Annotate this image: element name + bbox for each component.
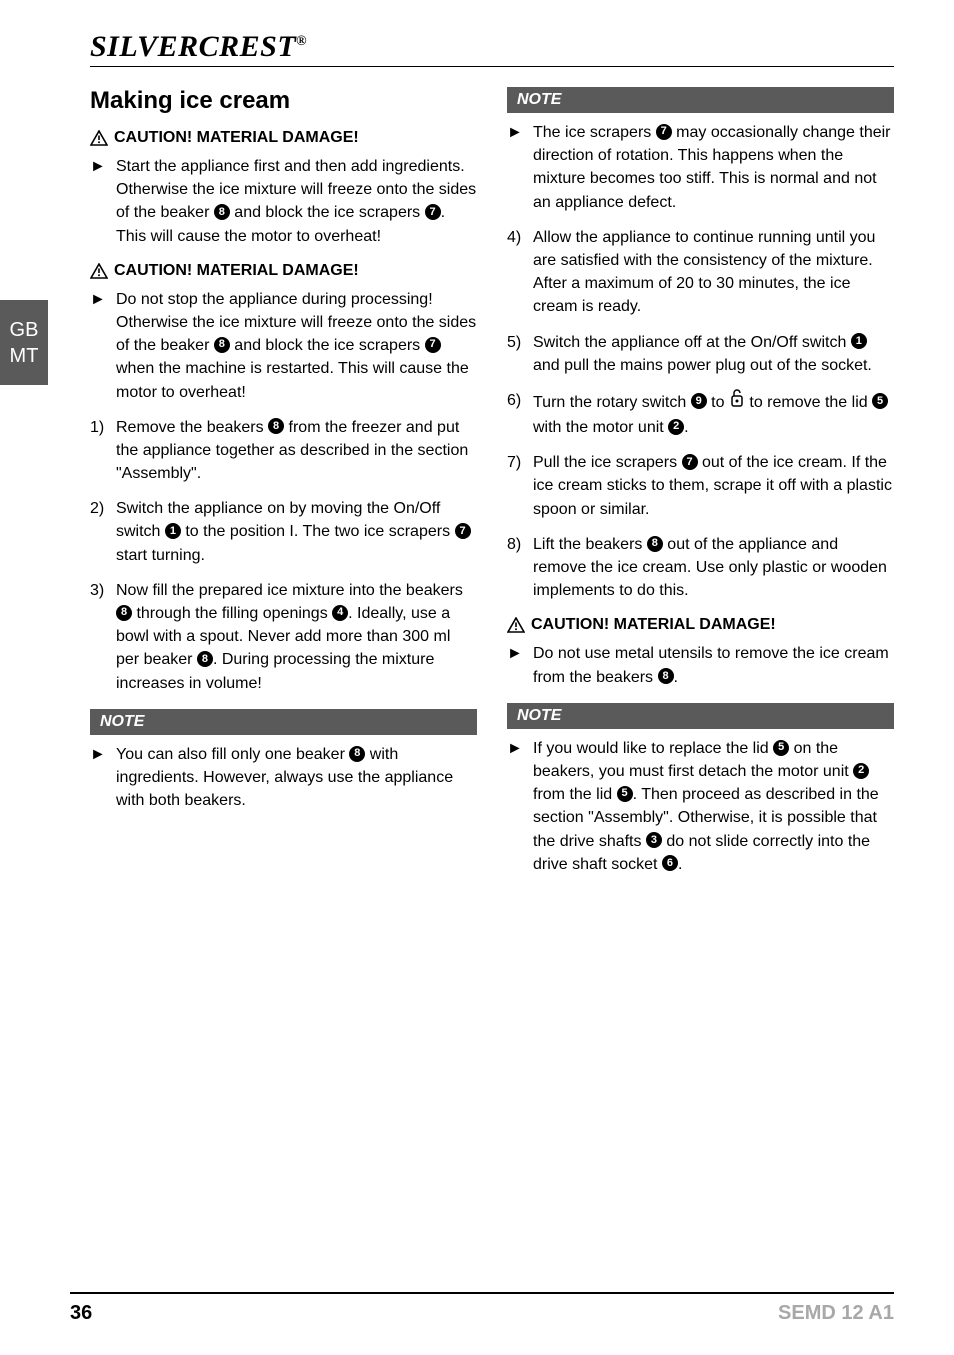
step-4-text: Allow the appliance to continue running … bbox=[533, 226, 894, 319]
step-6-text: Turn the rotary switch 9 to to remove th… bbox=[533, 389, 894, 439]
ref-8-icon: 8 bbox=[349, 746, 365, 762]
step-num: 1) bbox=[90, 416, 116, 486]
caution-text-1: CAUTION! MATERIAL DAMAGE! bbox=[114, 129, 359, 147]
footer-rule bbox=[70, 1292, 894, 1294]
caution1-text: Start the appliance first and then add i… bbox=[116, 155, 477, 248]
unlock-icon bbox=[729, 388, 745, 415]
brand-logo: SILVERCREST® bbox=[90, 30, 894, 64]
ref-7-icon: 7 bbox=[425, 204, 441, 220]
ref-8-icon: 8 bbox=[116, 605, 132, 621]
ref-2-icon: 2 bbox=[668, 419, 684, 435]
warning-icon bbox=[90, 130, 108, 146]
ref-6-icon: 6 bbox=[662, 855, 678, 871]
content-columns: Making ice cream CAUTION! MATERIAL DAMAG… bbox=[90, 87, 894, 888]
bullet-marker: ► bbox=[507, 121, 533, 214]
caution2-bullet: ► Do not stop the appliance during proce… bbox=[90, 288, 477, 404]
ref-8-icon: 8 bbox=[214, 337, 230, 353]
ref-5-icon: 5 bbox=[617, 786, 633, 802]
logo-reg: ® bbox=[296, 34, 307, 49]
ref-7-icon: 7 bbox=[656, 124, 672, 140]
step-5-text: Switch the appliance off at the On/Off s… bbox=[533, 331, 894, 377]
ref-7-icon: 7 bbox=[425, 337, 441, 353]
ref-8-icon: 8 bbox=[197, 651, 213, 667]
note2-bullet: ► If you would like to replace the lid 5… bbox=[507, 737, 894, 876]
note-left-bullet: ► You can also fill only one beaker 8 wi… bbox=[90, 743, 477, 813]
caution1-bullet: ► Start the appliance first and then add… bbox=[90, 155, 477, 248]
ref-7-icon: 7 bbox=[455, 523, 471, 539]
header-rule bbox=[90, 66, 894, 67]
step-num: 7) bbox=[507, 451, 533, 521]
bullet-marker: ► bbox=[507, 737, 533, 876]
caution2-text: Do not stop the appliance during process… bbox=[116, 288, 477, 404]
step-8-text: Lift the beakers 8 out of the appliance … bbox=[533, 533, 894, 603]
page-container: SILVERCREST® GB MT Making ice cream CAUT… bbox=[0, 0, 954, 1355]
step-1-text: Remove the beakers 8 from the freezer an… bbox=[116, 416, 477, 486]
step-8: 8) Lift the beakers 8 out of the applian… bbox=[507, 533, 894, 603]
bullet-marker: ► bbox=[507, 642, 533, 688]
step-num: 8) bbox=[507, 533, 533, 603]
step-4: 4) Allow the appliance to continue runni… bbox=[507, 226, 894, 319]
ref-7-icon: 7 bbox=[682, 454, 698, 470]
ref-5-icon: 5 bbox=[872, 393, 888, 409]
caution3-bullet: ► Do not use metal utensils to remove th… bbox=[507, 642, 894, 688]
page-footer: 36 SEMD 12 A1 bbox=[0, 1292, 954, 1325]
caution-header-3: CAUTION! MATERIAL DAMAGE! bbox=[507, 616, 894, 634]
caution-text-2: CAUTION! MATERIAL DAMAGE! bbox=[114, 262, 359, 280]
bullet-marker: ► bbox=[90, 288, 116, 404]
step-2-text: Switch the appliance on by moving the On… bbox=[116, 497, 477, 567]
ref-1-icon: 1 bbox=[851, 333, 867, 349]
note-header-right-2: NOTE bbox=[507, 703, 894, 729]
footer-row: 36 SEMD 12 A1 bbox=[70, 1302, 894, 1325]
note1-text: The ice scrapers 7 may occasionally chan… bbox=[533, 121, 894, 214]
note-header-left: NOTE bbox=[90, 709, 477, 735]
ref-5-icon: 5 bbox=[773, 740, 789, 756]
warning-icon bbox=[90, 263, 108, 279]
note-header-right-1: NOTE bbox=[507, 87, 894, 113]
warning-icon bbox=[507, 617, 525, 633]
right-column: NOTE ► The ice scrapers 7 may occasional… bbox=[507, 87, 894, 888]
ref-2-icon: 2 bbox=[853, 763, 869, 779]
step-num: 6) bbox=[507, 389, 533, 439]
step-num: 5) bbox=[507, 331, 533, 377]
caution-header-1: CAUTION! MATERIAL DAMAGE! bbox=[90, 129, 477, 147]
ref-8-icon: 8 bbox=[214, 204, 230, 220]
section-title: Making ice cream bbox=[90, 87, 477, 115]
step-num: 3) bbox=[90, 579, 116, 695]
ref-8-icon: 8 bbox=[268, 418, 284, 434]
step-7-text: Pull the ice scrapers 7 out of the ice c… bbox=[533, 451, 894, 521]
caution-header-2: CAUTION! MATERIAL DAMAGE! bbox=[90, 262, 477, 280]
step-3: 3) Now fill the prepared ice mixture int… bbox=[90, 579, 477, 695]
step-2: 2) Switch the appliance on by moving the… bbox=[90, 497, 477, 567]
page-number: 36 bbox=[70, 1302, 92, 1325]
step-num: 2) bbox=[90, 497, 116, 567]
model-number: SEMD 12 A1 bbox=[778, 1302, 894, 1325]
bullet-marker: ► bbox=[90, 743, 116, 813]
bullet-marker: ► bbox=[90, 155, 116, 248]
step-1: 1) Remove the beakers 8 from the freezer… bbox=[90, 416, 477, 486]
left-column: Making ice cream CAUTION! MATERIAL DAMAG… bbox=[90, 87, 477, 888]
step-7: 7) Pull the ice scrapers 7 out of the ic… bbox=[507, 451, 894, 521]
caution3-text: Do not use metal utensils to remove the … bbox=[533, 642, 894, 688]
note1-bullet: ► The ice scrapers 7 may occasionally ch… bbox=[507, 121, 894, 214]
step-5: 5) Switch the appliance off at the On/Of… bbox=[507, 331, 894, 377]
ref-1-icon: 1 bbox=[165, 523, 181, 539]
step-6: 6) Turn the rotary switch 9 to to remove… bbox=[507, 389, 894, 439]
lang-gb: GB bbox=[10, 317, 39, 343]
step-num: 4) bbox=[507, 226, 533, 319]
note2-text: If you would like to replace the lid 5 o… bbox=[533, 737, 894, 876]
caution-text-3: CAUTION! MATERIAL DAMAGE! bbox=[531, 616, 776, 634]
language-tab: GB MT bbox=[0, 300, 48, 385]
ref-8-icon: 8 bbox=[647, 536, 663, 552]
note-left-text: You can also fill only one beaker 8 with… bbox=[116, 743, 477, 813]
lang-mt: MT bbox=[10, 343, 39, 369]
ref-4-icon: 4 bbox=[332, 605, 348, 621]
step-3-text: Now fill the prepared ice mixture into t… bbox=[116, 579, 477, 695]
ref-9-icon: 9 bbox=[691, 393, 707, 409]
ref-3-icon: 3 bbox=[646, 832, 662, 848]
logo-text: SILVERCREST bbox=[90, 30, 296, 63]
ref-8-icon: 8 bbox=[658, 668, 674, 684]
